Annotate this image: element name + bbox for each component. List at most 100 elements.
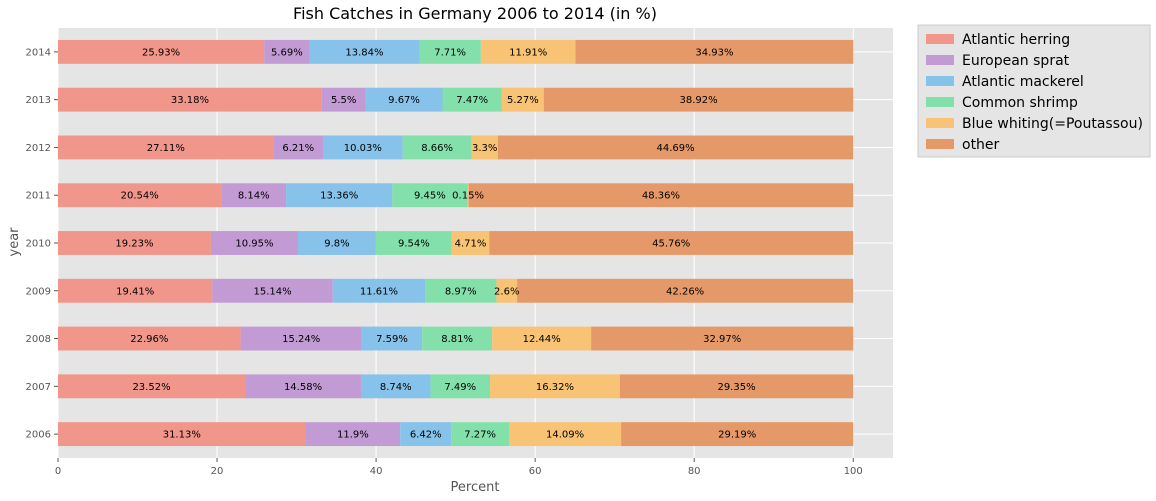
bar-segment: [392, 183, 468, 208]
bar-segment: [509, 422, 622, 447]
bar-value-label: 9.67%: [388, 95, 420, 106]
bar-segment: [58, 374, 246, 399]
bar-value-label: 15.24%: [282, 334, 320, 345]
bar-value-label: 19.41%: [116, 286, 154, 297]
legend-swatch: [926, 76, 954, 86]
bar-value-label: 11.9%: [337, 430, 369, 441]
bar-segment: [309, 39, 420, 64]
x-tick-label: 40: [370, 466, 383, 477]
x-tick-label: 100: [844, 466, 863, 477]
legend-label: Common shrimp: [962, 95, 1078, 111]
bar-segment: [619, 374, 854, 399]
bar-segment: [442, 87, 502, 112]
bar-segment: [221, 183, 287, 208]
bar-value-label: 34.93%: [695, 47, 733, 58]
x-tick-label: 20: [211, 466, 224, 477]
bar-value-label: 16.32%: [536, 382, 574, 393]
bar-segment: [492, 326, 592, 351]
bar-segment: [305, 422, 401, 447]
bar-value-label: 5.5%: [331, 95, 356, 106]
bar-segment: [501, 87, 544, 112]
bar-segment: [467, 183, 469, 208]
bar-segment: [375, 231, 452, 255]
bar-value-label: 33.18%: [171, 95, 209, 106]
bar-segment: [471, 135, 498, 160]
bar-segment: [451, 231, 490, 255]
bar-value-label: 12.44%: [523, 334, 561, 345]
bar-segment: [430, 374, 491, 399]
bar-value-label: 8.14%: [238, 191, 270, 202]
bar-value-label: 11.61%: [360, 286, 398, 297]
bar-segment: [489, 231, 854, 255]
bar-value-label: 7.49%: [444, 382, 476, 393]
y-tick-label: 2014: [26, 47, 51, 58]
bar-value-label: 44.69%: [656, 143, 694, 154]
bar-segment: [402, 135, 472, 160]
bar-value-label: 15.14%: [253, 286, 291, 297]
bar-segment: [273, 135, 323, 160]
y-tick-label: 2011: [26, 191, 51, 202]
bar-value-label: 8.81%: [441, 334, 473, 345]
bar-segment: [543, 87, 854, 112]
legend-label: Blue whiting(=Poutassou): [962, 116, 1143, 132]
bar-segment: [400, 422, 452, 447]
y-axis-label: year: [7, 227, 22, 257]
bar-segment: [360, 374, 431, 399]
bar-segment: [58, 135, 274, 160]
bar-value-label: 8.97%: [445, 286, 477, 297]
legend-swatch: [926, 118, 954, 128]
bar-value-label: 25.93%: [142, 47, 180, 58]
bar-value-label: 0.15%: [452, 191, 484, 202]
bar-value-label: 2.6%: [494, 286, 519, 297]
bar-value-label: 48.36%: [642, 191, 680, 202]
bar-value-label: 4.71%: [455, 239, 487, 250]
bar-segment: [240, 326, 362, 351]
legend-swatch: [926, 97, 954, 107]
bar-value-label: 32.97%: [703, 334, 741, 345]
y-tick-label: 2008: [26, 334, 51, 345]
bar-value-label: 9.45%: [414, 191, 446, 202]
bar-segment: [58, 183, 222, 208]
bar-segment: [468, 183, 854, 208]
bar-value-label: 6.42%: [410, 430, 442, 441]
bar-segment: [58, 231, 211, 255]
bar-segment: [58, 326, 241, 351]
bar-value-label: 13.84%: [345, 47, 383, 58]
y-tick-label: 2013: [26, 95, 51, 106]
legend-label: other: [962, 137, 1000, 153]
bar-value-label: 29.35%: [717, 382, 755, 393]
bar-segment: [286, 183, 393, 208]
y-tick-label: 2009: [26, 286, 51, 297]
bar-value-label: 27.11%: [147, 143, 185, 154]
bar-segment: [497, 135, 854, 160]
y-tick-label: 2007: [26, 382, 51, 393]
legend-label: Atlantic mackerel: [962, 74, 1084, 90]
bar-value-label: 6.21%: [282, 143, 314, 154]
bar-segment: [575, 39, 854, 64]
bar-segment: [321, 87, 366, 112]
bar-segment: [425, 278, 497, 303]
bar-value-label: 19.23%: [115, 239, 153, 250]
bar-value-label: 38.92%: [679, 95, 717, 106]
bar-segment: [212, 278, 333, 303]
bar-value-label: 11.91%: [509, 47, 547, 58]
y-tick-label: 2010: [26, 239, 51, 250]
bar-value-label: 29.19%: [718, 430, 756, 441]
bar-segment: [451, 422, 510, 447]
bar-value-label: 10.95%: [235, 239, 273, 250]
bar-segment: [298, 231, 376, 255]
bar-value-label: 23.52%: [132, 382, 170, 393]
bar-segment: [332, 278, 426, 303]
x-axis-label: Percent: [451, 480, 500, 495]
bar-value-label: 14.09%: [546, 430, 584, 441]
y-tick-label: 2012: [26, 143, 51, 154]
bar-value-label: 10.03%: [344, 143, 382, 154]
x-tick-label: 80: [688, 466, 701, 477]
bar-value-label: 9.54%: [398, 239, 430, 250]
bar-segment: [496, 278, 518, 303]
legend-swatch: [926, 34, 954, 44]
bar-segment: [365, 87, 443, 112]
bar-value-label: 7.59%: [376, 334, 408, 345]
bar-segment: [591, 326, 854, 351]
